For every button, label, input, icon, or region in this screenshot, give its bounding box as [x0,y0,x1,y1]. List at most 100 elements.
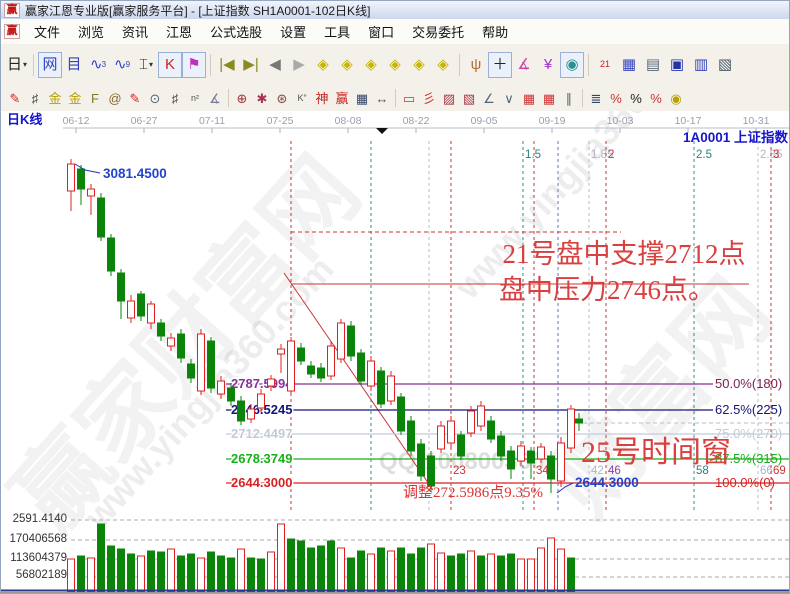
candle-body[interactable] [487,420,495,440]
volume-bar[interactable] [367,553,375,593]
candle-body[interactable] [357,352,365,382]
k-notation-button[interactable]: K” [292,87,312,109]
candle-body[interactable] [177,333,185,359]
candle-body[interactable] [277,348,285,355]
volume-bar[interactable] [237,548,245,593]
comb-grid-button[interactable]: ♯ [165,87,185,109]
candle-body[interactable] [207,340,215,389]
percent-angle-button[interactable]: % [606,87,626,109]
volume-bar[interactable] [207,551,215,593]
diamond-expand-button[interactable]: ◈ [359,52,383,78]
volume-bar[interactable] [157,551,165,593]
volume-bar[interactable] [407,553,415,593]
candle-body[interactable] [167,337,175,347]
candle-body[interactable] [187,363,195,379]
prev-page-button[interactable]: ◀ [263,52,287,78]
spiderweb-button[interactable]: ⊛ [272,87,292,109]
info-list-button[interactable]: 目 [62,52,86,78]
volume-bar[interactable] [227,557,235,593]
kline-chart-svg[interactable]: 赢家财富网www.yingjia360.comwww.yingjia360.co… [1,18,790,594]
candle-body[interactable] [87,188,95,197]
candle-body[interactable] [67,163,75,192]
fan-box-button[interactable]: ▨ [439,87,459,109]
gold-grid-2-button[interactable]: 金 [65,87,85,109]
calculator-button[interactable]: ▦ [617,52,641,78]
volume-bar[interactable] [147,550,155,593]
volume-bar[interactable] [437,552,445,593]
candle-body[interactable] [297,347,305,362]
win-tool-button[interactable]: 赢 [332,87,352,109]
fan-box-2-button[interactable]: ▧ [459,87,479,109]
volume-bar[interactable] [427,543,435,593]
volume-bar[interactable] [517,558,525,593]
first-page-button[interactable]: |◀ [215,52,239,78]
measure-width-button[interactable]: ↔ [372,87,392,109]
menu-item-8[interactable]: 交易委托 [412,25,465,40]
candle-body[interactable] [237,400,245,422]
menu-item-0[interactable]: 文件 [34,25,61,40]
next-page-button[interactable]: ▶ [287,52,311,78]
candle-body[interactable] [437,425,445,450]
gann-price-tool-button[interactable]: ¥ [536,52,560,78]
notes-button[interactable]: ▤ [641,52,665,78]
golden-section-button[interactable]: ◉ [666,87,686,109]
draw-pen-button[interactable]: ✎ [5,87,25,109]
candle-body[interactable] [337,322,345,360]
volume-bar[interactable] [177,555,185,593]
volume-bar[interactable] [397,547,405,593]
volume-bar[interactable] [347,557,355,593]
save-button[interactable]: ▣ [665,52,689,78]
volume-bar[interactable] [267,551,275,593]
diamond-burst-button[interactable]: ◈ [383,52,407,78]
volume-bar[interactable] [487,553,495,593]
volume-bar[interactable] [257,558,265,593]
candle-body[interactable] [127,300,135,319]
volume-bar[interactable] [547,537,555,593]
candle-body[interactable] [317,367,325,379]
candle-body[interactable] [567,408,575,449]
volume-bar[interactable] [297,540,305,593]
candle-body[interactable] [367,360,375,387]
kline-chart-area[interactable]: 赢家财富网 www.yingjia360.com www.yingjia360.co… [1,18,790,594]
candle-body[interactable] [407,420,415,452]
gann-wheel-button[interactable]: ⊕ [232,87,252,109]
candle-body[interactable] [97,197,105,238]
volume-bar[interactable] [187,553,195,593]
volume-bar[interactable] [327,540,335,593]
volume-bar[interactable] [557,548,565,593]
volume-bar[interactable] [107,545,115,593]
candle-body[interactable] [227,387,235,402]
candle-body[interactable] [447,420,455,444]
diamond-compress-button[interactable]: ◈ [407,52,431,78]
candle-body[interactable] [507,450,515,470]
menu-item-7[interactable]: 窗口 [368,25,395,40]
smart-analysis-button[interactable]: ◉ [560,51,584,78]
menu-item-9[interactable]: 帮助 [482,25,509,40]
volume-bar[interactable] [497,555,505,593]
candle-body[interactable] [137,293,145,317]
f-tool-button[interactable]: F [85,87,105,109]
candle-body[interactable] [377,370,385,405]
percent-line-button[interactable]: % [646,87,666,109]
angle-pen-button[interactable]: ∡ [205,87,225,109]
diamond-right-button[interactable]: ◈ [335,52,359,78]
last-page-button[interactable]: ▶| [239,52,263,78]
spiral-tool-button[interactable]: @ [105,87,125,109]
candle-body[interactable] [327,345,335,377]
volume-bar[interactable] [277,523,285,593]
gold-grid-1-button[interactable]: 金 [45,87,65,109]
volume-bar[interactable] [377,547,385,593]
candle-body[interactable] [457,434,465,457]
star-wheel-button[interactable]: ✱ [252,87,272,109]
candle-body[interactable] [267,378,275,387]
candle-body[interactable] [247,408,255,420]
zigzag-button[interactable]: ∨ [499,87,519,109]
candle-body[interactable] [417,443,425,477]
candle-body[interactable] [197,333,205,392]
candle-body[interactable] [557,442,565,482]
candle-body[interactable] [575,418,583,424]
price-ruler-button[interactable]: ≣ [586,87,606,109]
menu-item-1[interactable]: 浏览 [78,25,105,40]
volume-bar[interactable] [567,557,575,593]
volume-bar[interactable] [537,547,545,593]
